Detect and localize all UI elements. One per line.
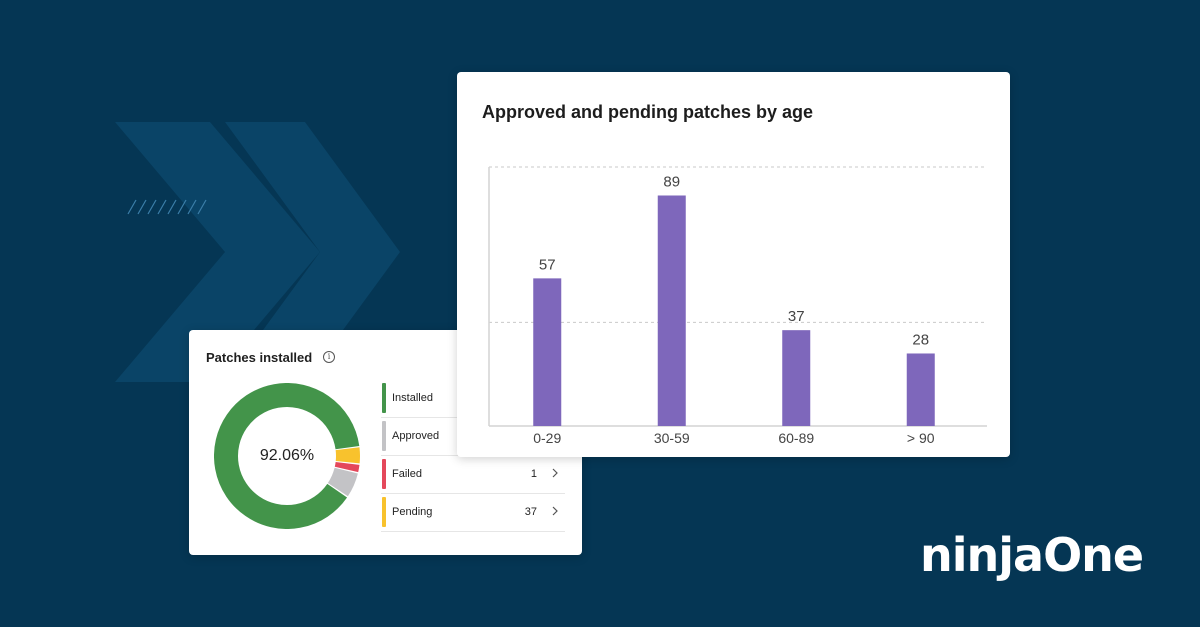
bar-30-59 (657, 195, 686, 426)
donut-center-value: 92.06% (259, 447, 315, 464)
x-tick-label-0-29: 0-29 (533, 430, 561, 446)
legend-row-failed[interactable]: Failed 1 (381, 456, 565, 494)
data-label-60-89: 37 (788, 308, 805, 325)
legend-row-pending[interactable]: Pending 37 (381, 494, 565, 532)
legend-label-pending: Pending (392, 506, 433, 518)
donut-segment-installed (214, 383, 360, 529)
pending-color-bar (382, 497, 386, 527)
data-label-30-59: 89 (663, 173, 680, 190)
data-label-0-29: 57 (539, 256, 556, 273)
bar-0-29 (533, 278, 562, 426)
x-tick-label-> 90: > 90 (907, 430, 935, 446)
approved-color-bar (382, 421, 386, 451)
donut-segment-approved (214, 383, 360, 529)
patches-title: Patches installed (206, 350, 313, 365)
patches-donut-chart (214, 383, 360, 529)
x-tick-label-60-89: 60-89 (778, 430, 814, 446)
bar-60-89 (782, 330, 811, 426)
patches-by-age-card: Approved and pending patches by age 57 0-… (457, 72, 1010, 457)
donut-segment-failed (214, 383, 360, 529)
info-icon[interactable]: i (323, 351, 335, 363)
chevron-right-icon[interactable] (551, 505, 559, 517)
hatch-lines (127, 199, 207, 215)
chevron-right-icon[interactable] (551, 467, 559, 479)
legend-count-failed: 1 (530, 468, 537, 480)
chart-title: Approved and pending patches by age (482, 102, 814, 122)
bar-> 90 (906, 353, 935, 426)
legend-label-failed: Failed (392, 468, 422, 480)
legend-count-pending: 37 (524, 506, 537, 518)
legend-label-installed: Installed (392, 392, 433, 404)
legend-label-approved: Approved (392, 430, 440, 442)
ninjaone-logo: ninjaOne (920, 528, 1144, 582)
failed-color-bar (382, 459, 386, 489)
patches-by-age-bar-chart: 57 0-29 89 30-59 37 60-89 28 > 90 (488, 166, 987, 446)
x-tick-label-30-59: 30-59 (654, 430, 690, 446)
installed-color-bar (382, 383, 386, 413)
data-label-> 90: 28 (912, 331, 929, 348)
